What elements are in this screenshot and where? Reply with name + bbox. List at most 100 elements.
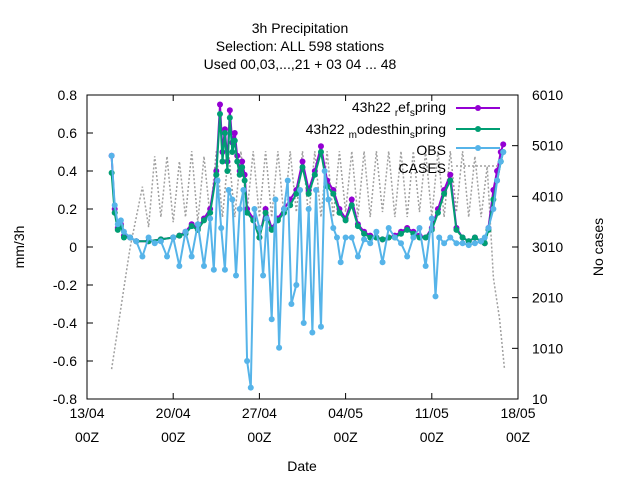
series-point-43h22-modesthin-spring [459,234,466,241]
title-line-2: Selection: ALL 598 stations [216,38,384,54]
series-point-obs [176,263,183,269]
legend-swatch-point [475,126,481,132]
series-point-43h22-modesthin-spring [342,217,349,224]
series-point-obs [247,384,254,391]
y-tick-label: 0.2 [58,201,78,217]
legend-label-cases: CASES [399,160,446,176]
series-point-obs [188,253,195,260]
series-point-43h22-modesthin-spring [226,114,233,121]
series-point-43h22-modesthin-spring [241,177,248,184]
series-point-obs [367,240,374,247]
series-point-obs [391,234,398,241]
chart-title: 3h Precipitation Selection: ALL 598 stat… [204,20,397,72]
series-point-obs [500,149,507,155]
y-tick-label: -0.4 [53,315,77,331]
series-point-43h22-ref-spring [447,171,454,178]
series-point-43h22-modesthin-spring [317,149,324,155]
series-point-obs [305,206,312,212]
x-tick-label-hour: 00Z [420,429,445,445]
x-tick-label-date: 18/05 [500,405,535,421]
series-point-obs [284,177,291,184]
series-point-43h22-modesthin-spring [236,171,243,178]
series-point-43h22-modesthin-spring [441,190,448,197]
series-point-obs [497,158,504,165]
x-tick-label-hour: 00Z [75,429,100,445]
series-point-obs [207,215,214,222]
series-point-obs [133,238,140,245]
series-point-43h22-ref-spring [317,143,324,150]
series-point-obs [313,187,320,193]
series-point-43h22-ref-spring [348,196,355,203]
x-tick-label-date: 13/04 [69,405,104,421]
series-point-43h22-modesthin-spring [422,234,429,241]
series-point-43h22-modesthin-spring [219,158,226,165]
series-point-obs [145,234,152,241]
series-point-obs [422,263,429,269]
series-point-obs [361,236,368,243]
series-point-43h22-modesthin-spring [293,190,300,197]
series-point-obs [164,253,171,260]
series-point-obs [416,225,423,231]
series-point-obs [317,323,324,330]
series-point-obs [214,177,221,184]
series-point-43h22-modesthin-spring [305,190,312,197]
series-point-43h22-ref-spring [216,101,223,108]
series-point-obs [321,168,328,174]
series-point-43h22-modesthin-spring [213,171,220,178]
series-point-obs [404,253,411,260]
series-point-43h22-modesthin-spring [354,223,361,230]
x-tick-label-date: 04/05 [328,405,363,421]
series-point-43h22-ref-spring [239,158,246,165]
series-point-obs [348,234,355,241]
legend-swatch-point [475,145,481,151]
series-point-obs [459,240,466,247]
series-point-obs [229,196,236,203]
y2-axis-label: No cases [590,218,606,276]
series-point-43h22-modesthin-spring [434,209,441,216]
series-point-43h22-modesthin-spring [471,234,478,241]
series-point-obs [379,259,386,266]
series-point-obs [221,266,228,273]
series-point-43h22-ref-spring [226,107,233,114]
y2-tick-label: 10 [532,391,548,407]
y-tick-label: 0.6 [58,125,78,141]
x-tick-label-hour: 00Z [334,429,359,445]
y2-tick-label: 6010 [532,87,563,103]
series-point-43h22-modesthin-spring [244,209,251,216]
series-point-43h22-modesthin-spring [262,209,269,216]
series-point-43h22-modesthin-spring [200,217,207,224]
series-point-obs [182,228,189,235]
x-axis: 13/04 00Z 20/04 00Z 27/04 00Z 04/05 00Z 11/05 00Z… [69,95,536,445]
series-point-43h22-modesthin-spring [299,164,306,171]
series-point-obs [410,234,417,241]
series-point-obs [494,177,501,184]
x-tick-label-date: 20/04 [156,405,191,421]
series-point-obs [218,225,225,231]
series-point-obs [240,187,247,193]
series-point-obs [478,238,485,245]
series-point-43h22-modesthin-spring [311,171,318,178]
series-point-43h22-modesthin-spring [207,209,214,216]
series-point-43h22-modesthin-spring [120,234,127,241]
series-line-obs [110,151,505,388]
series-point-obs [471,240,478,247]
series-point-obs [225,187,232,193]
series-point-43h22-modesthin-spring [330,190,337,197]
series-point-obs [297,187,304,193]
x-tick-label-hour: 00Z [247,429,272,445]
y-tick-label: 0.8 [58,87,78,103]
series-point-43h22-modesthin-spring [176,232,183,239]
series-point-obs [325,196,332,203]
series-point-43h22-modesthin-spring [234,158,241,165]
y-axis-label: mm/3h [11,226,27,269]
series-point-43h22-modesthin-spring [361,230,368,237]
series-point-obs [333,234,340,241]
series-point-obs [117,217,124,224]
series-point-obs [194,221,201,228]
series-point-obs [288,301,295,307]
series-point-obs [151,240,158,247]
series-point-obs [139,253,146,260]
y2-tick-label: 5010 [532,138,563,154]
